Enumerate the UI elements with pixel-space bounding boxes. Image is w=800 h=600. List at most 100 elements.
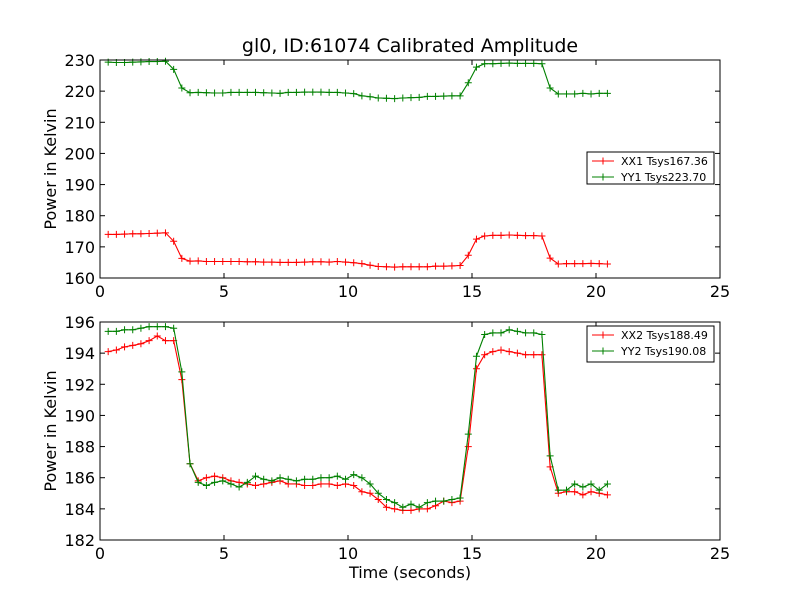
bottom-data-point: [333, 472, 341, 480]
top-data-point: [423, 92, 431, 100]
bottom-data-point: [342, 475, 350, 483]
top-data-point: [399, 94, 407, 102]
top-data-point: [342, 258, 350, 266]
top-data-point: [522, 232, 530, 240]
bottom-data-point: [358, 474, 366, 482]
bottom-data-point: [562, 486, 570, 494]
top-x-tick-label: 20: [586, 282, 606, 301]
bottom-data-point: [194, 478, 202, 486]
top-data-point: [448, 262, 456, 270]
top-data-point: [268, 89, 276, 97]
top-data-point: [440, 262, 448, 270]
top-data-point: [538, 232, 546, 240]
bottom-data-point: [202, 474, 210, 482]
top-data-point: [366, 261, 374, 269]
top-data-point: [211, 257, 219, 265]
bottom-data-point: [448, 496, 456, 504]
bottom-data-point: [513, 349, 521, 357]
top-data-point: [227, 257, 235, 265]
bottom-data-point: [112, 327, 120, 335]
bottom-data-point: [423, 499, 431, 507]
top-data-point: [145, 58, 153, 66]
top-data-point: [530, 59, 538, 67]
top-data-point: [358, 92, 366, 100]
top-y-tick-label: 210: [64, 113, 95, 132]
bottom-data-point: [538, 351, 546, 359]
bottom-data-point: [603, 480, 611, 488]
x-axis-label: Time (seconds): [348, 563, 471, 582]
bottom-data-point: [391, 499, 399, 507]
top-data-point: [554, 260, 562, 268]
top-data-point: [505, 231, 513, 239]
bottom-data-point: [129, 341, 137, 349]
bottom-data-point: [472, 352, 480, 360]
top-data-point: [227, 88, 235, 96]
top-plot-frame: [99, 59, 721, 279]
top-data-point: [301, 88, 309, 96]
bottom-data-point: [374, 496, 382, 504]
top-data-point: [121, 230, 129, 238]
bottom-legend: XX2 Tsys188.49 YY2 Tsys190.08: [586, 325, 715, 363]
top-data-point: [374, 94, 382, 102]
bottom-data-point: [571, 488, 579, 496]
bottom-data-point: [587, 488, 595, 496]
bottom-y-tick-label: 188: [64, 438, 95, 457]
top-data-point: [194, 257, 202, 265]
bottom-data-point: [407, 506, 415, 514]
top-data-point: [374, 262, 382, 270]
top-data-point: [595, 89, 603, 97]
bottom-data-point: [505, 326, 513, 334]
bottom-data-point: [202, 482, 210, 489]
bottom-subplot: Power in Kelvin 0 5 10 15 20 25 182 184 186 188 190…: [41, 313, 730, 563]
top-y-axis-label: Power in Kelvin: [41, 108, 60, 229]
bottom-data-point: [423, 505, 431, 513]
bottom-x-tick-label: 10: [338, 544, 358, 563]
top-data-point: [161, 229, 169, 237]
bottom-data-point: [366, 480, 374, 488]
top-data-point: [456, 262, 464, 270]
top-data-point: [129, 230, 137, 238]
top-data-point: [571, 260, 579, 268]
bottom-data-point: [530, 329, 538, 337]
bottom-data-point: [309, 475, 317, 483]
top-data-point: [342, 89, 350, 97]
top-data-point: [513, 59, 521, 67]
top-data-point: [464, 251, 472, 259]
bottom-data-point: [121, 343, 129, 351]
top-data-point: [350, 90, 358, 98]
bottom-data-point: [276, 474, 284, 482]
top-data-point: [481, 60, 489, 68]
top-data-point: [505, 59, 513, 67]
bottom-data-point: [292, 477, 300, 485]
chart-title: gl0, ID:61074 Calibrated Amplitude: [242, 35, 578, 57]
top-data-point: [178, 254, 186, 262]
bottom-x-tick-label: 20: [586, 544, 606, 563]
top-data-point: [284, 88, 292, 96]
bottom-data-point: [301, 482, 309, 489]
bottom-data-point: [219, 477, 227, 485]
top-data-point: [235, 257, 243, 265]
top-data-point: [260, 89, 268, 97]
bottom-data-point: [366, 489, 374, 497]
top-data-point: [448, 92, 456, 100]
bottom-data-point: [530, 351, 538, 359]
top-x-tick-label: 15: [462, 282, 482, 301]
bottom-y-tick-label: 184: [64, 500, 95, 519]
bottom-data-point: [153, 323, 161, 331]
bottom-y-tick-label: 186: [64, 469, 95, 488]
bottom-data-point: [309, 482, 317, 489]
bottom-data-point: [407, 500, 415, 508]
bottom-data-point: [579, 491, 587, 499]
top-legend-box: [586, 151, 715, 185]
bottom-data-point: [391, 505, 399, 513]
bottom-data-point: [350, 471, 358, 479]
bottom-legend-label: XX2 Tsys188.49: [621, 329, 708, 342]
top-data-point: [472, 235, 480, 243]
top-data-point: [170, 65, 178, 73]
bottom-data-point: [464, 443, 472, 451]
top-data-point: [276, 89, 284, 97]
bottom-data-point: [472, 365, 480, 373]
top-data-point: [407, 263, 415, 271]
bottom-data-point: [333, 482, 341, 489]
